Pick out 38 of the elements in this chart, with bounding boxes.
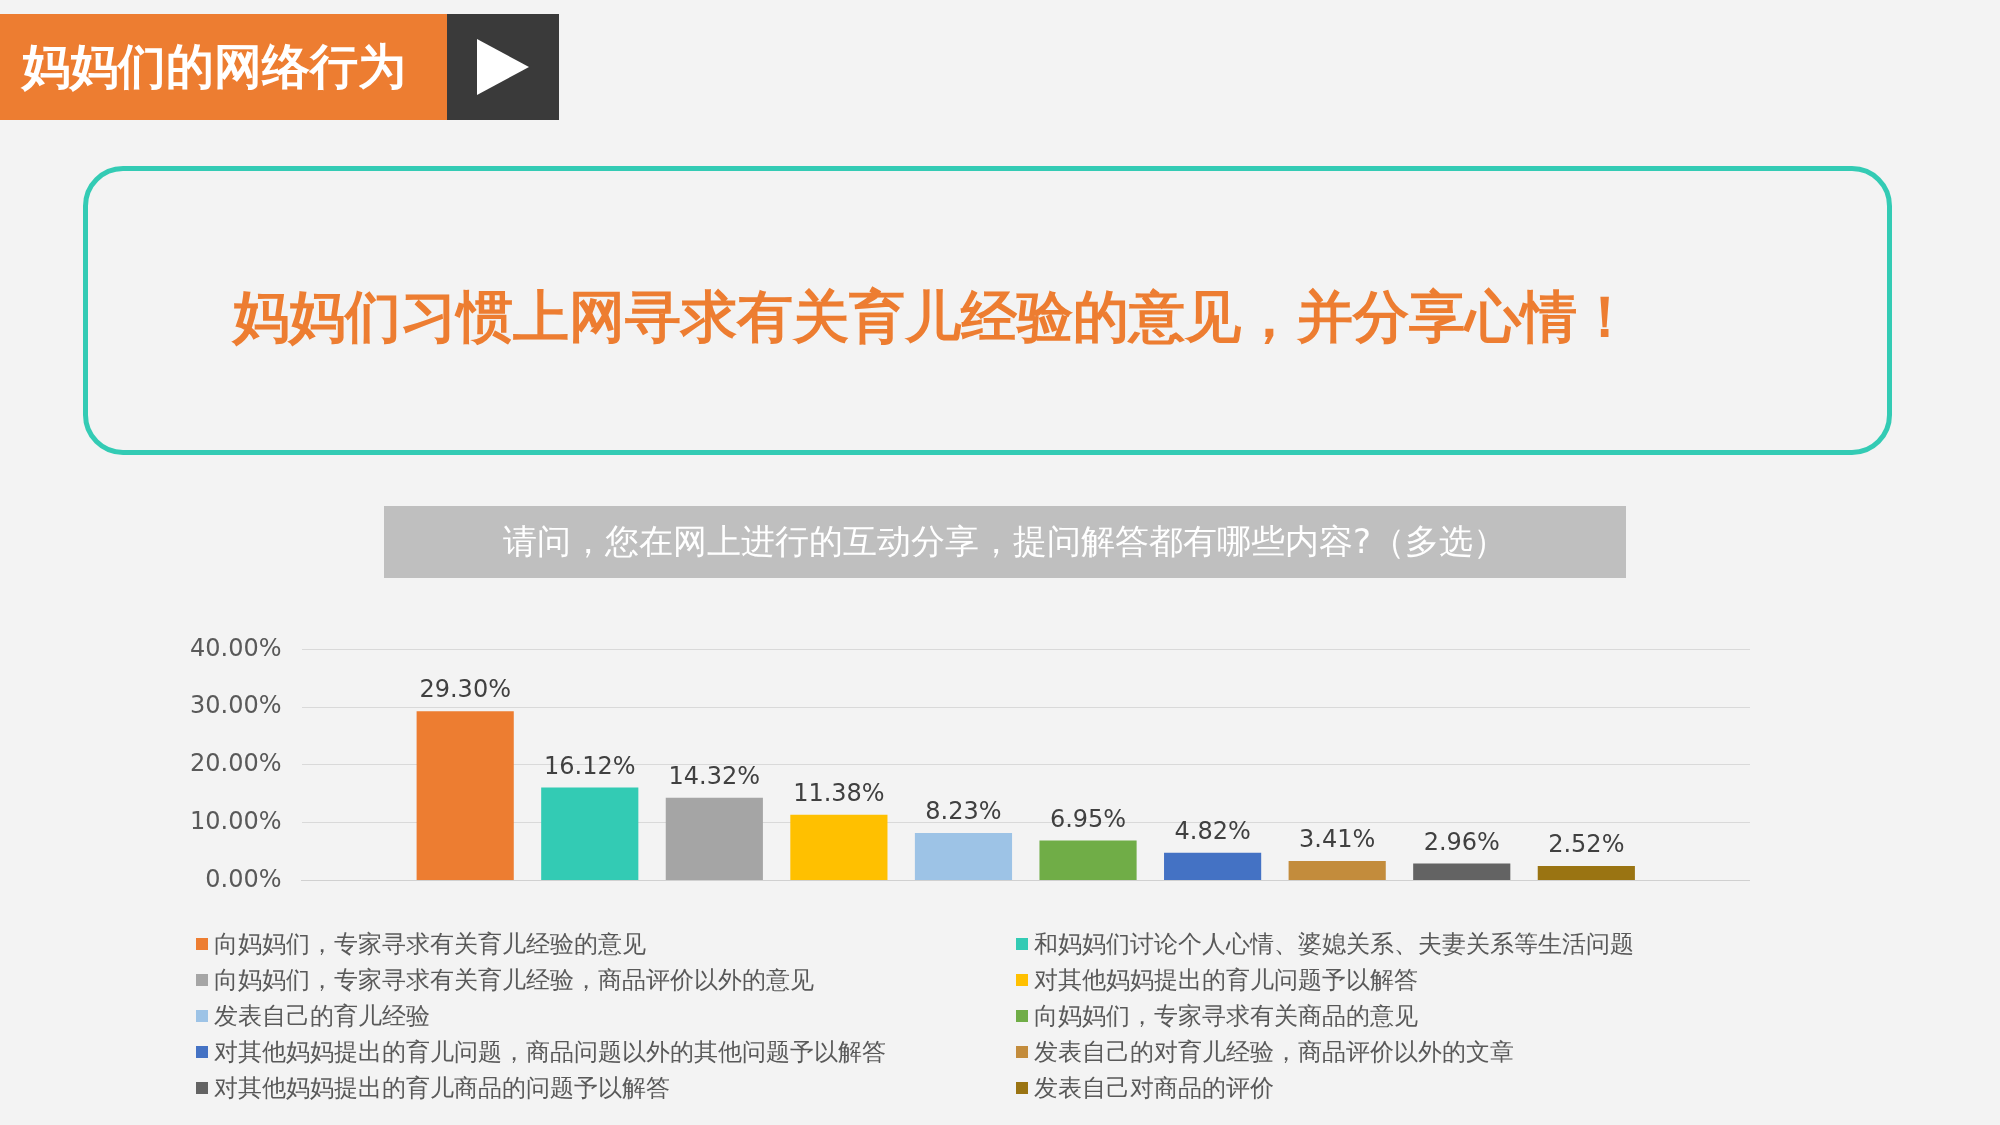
bar [416,711,514,881]
y-tick-label: 30.00% [190,691,282,720]
text: 妈妈们习惯上网寻求有关育儿经验的意见，并分享心情！ [230,283,1634,351]
data-label: 16.12% [544,751,636,780]
legend-label: 向妈妈们，专家寻求有关商品的意见 [1034,1001,1418,1032]
data-label: 14.32% [668,762,761,791]
legend-label: 发表自己的育儿经验 [214,1001,430,1032]
legend-label: 向妈妈们，专家寻求有关育儿经验，商品评价以外的意见 [214,965,814,996]
text: 妈妈们的网络行为 [0,14,447,120]
y-tick-label: 20.00% [190,749,282,778]
bar [1164,852,1262,881]
data-label: 6.95% [1049,804,1127,833]
y-tick-label: 40.00% [190,633,282,662]
y-tick-label: 0.00% [205,864,282,893]
legend-label: 向妈妈们，专家寻求有关育儿经验的意见 [214,929,646,960]
data-label: 11.38% [793,779,885,808]
legend-label: 发表自己对商品的评价 [1034,1073,1274,1104]
bar [1288,860,1386,881]
y-tick-label: 10.00% [190,807,282,836]
legend-label: 对其他妈妈提出的育儿商品的问题予以解答 [214,1073,670,1104]
data-label: 2.96% [1423,827,1500,856]
bar [790,814,888,881]
bar [1413,863,1511,881]
data-label: 8.23% [925,797,1002,826]
bar [665,797,763,881]
bar [541,787,639,881]
chart-title: 请问，您在网上进行的互动分享，提问解答都有哪些内容?（多选） [384,506,1626,578]
legend-label: 发表自己的对育儿经验，商品评价以外的文章 [1034,1037,1514,1068]
data-label: 3.41% [1299,825,1376,854]
data-label: 4.82% [1174,816,1251,845]
bar [1039,840,1137,881]
bar [1537,866,1635,881]
data-label: 2.52% [1548,830,1625,859]
bar [914,833,1013,881]
legend-label: 和妈妈们讨论个人心情、婆媳关系、夫妻关系等生活问题 [1034,929,1634,960]
legend-label: 对其他妈妈提出的育儿问题，商品问题以外的其他问题予以解答 [214,1037,886,1068]
data-label: 29.30% [419,675,511,704]
legend-label: 对其他妈妈提出的育儿问题予以解答 [1034,965,1418,996]
